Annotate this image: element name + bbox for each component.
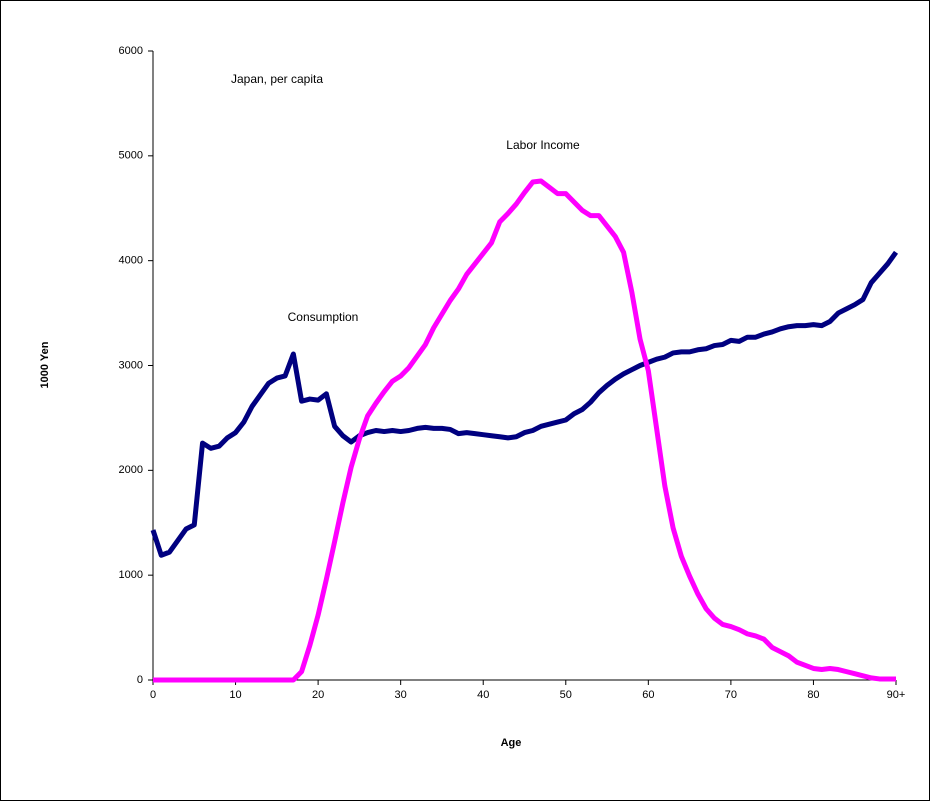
y-tick-label: 4000 bbox=[119, 255, 143, 267]
annotation: Labor Income bbox=[506, 138, 580, 152]
x-tick-label: 90+ bbox=[887, 689, 906, 701]
x-tick-label: 30 bbox=[395, 689, 407, 701]
line-series bbox=[150, 250, 899, 558]
y-tick-label: 5000 bbox=[119, 150, 143, 162]
x-tick-label: 20 bbox=[312, 689, 324, 701]
x-tick-label: 60 bbox=[642, 689, 654, 701]
x-tick-label: 50 bbox=[560, 689, 572, 701]
y-tick-label: 0 bbox=[137, 674, 143, 686]
annotation: Japan, per capita bbox=[231, 72, 323, 86]
x-tick-label: 10 bbox=[229, 689, 241, 701]
y-tick-label: 1000 bbox=[119, 569, 143, 581]
y-tick-label: 3000 bbox=[119, 359, 143, 371]
x-tick-label: 70 bbox=[725, 689, 737, 701]
annotation: Consumption bbox=[288, 310, 359, 324]
y-tick-label: 6000 bbox=[119, 45, 143, 57]
x-axis-label: Age bbox=[501, 737, 522, 749]
y-axis-label: 1000 Yen bbox=[39, 341, 51, 388]
x-tick-label: 40 bbox=[477, 689, 489, 701]
y-tick-label: 2000 bbox=[119, 464, 143, 476]
x-tick-label: 0 bbox=[150, 689, 156, 701]
line-series bbox=[153, 178, 896, 683]
x-tick-label: 80 bbox=[807, 689, 819, 701]
